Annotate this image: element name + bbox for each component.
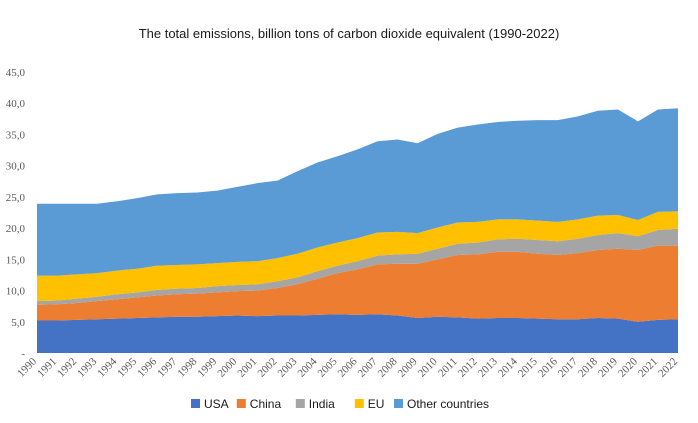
x-tick-label: 2014 — [496, 355, 520, 379]
x-tick-label: 1995 — [115, 355, 139, 379]
x-tick-label: 1992 — [55, 356, 79, 380]
x-tick-label: 2006 — [336, 355, 360, 379]
x-tick-label: 2019 — [596, 355, 620, 379]
y-axis: - 5,0 10,0 15,0 20,0 25,0 30,0 35,0 40,0 45,0 — [6, 67, 26, 360]
y-tick-label: 35,0 — [6, 129, 26, 141]
area-series-group — [37, 108, 678, 353]
area-china — [37, 245, 678, 322]
y-tick-label: 10,0 — [6, 286, 26, 298]
x-tick-label: 1994 — [95, 355, 119, 379]
x-tick-label: 2012 — [456, 356, 480, 380]
legend-label: USA — [204, 397, 229, 411]
area-eu — [37, 211, 678, 302]
x-tick-label: 2017 — [556, 355, 580, 379]
x-tick-label: 2020 — [616, 355, 640, 379]
x-tick-label: 2013 — [476, 355, 500, 379]
x-tick-label: 2022 — [656, 356, 680, 380]
legend-swatch — [236, 399, 246, 408]
legend: USA China India EU Other countries — [191, 397, 489, 411]
y-tick-label: 20,0 — [6, 223, 26, 235]
area-india — [37, 228, 678, 305]
x-tick-label: 2005 — [316, 355, 340, 379]
x-tick-label: 1998 — [175, 355, 199, 379]
x-tick-label: 1997 — [155, 355, 179, 379]
x-tick-label: 2001 — [235, 356, 259, 380]
x-tick-label: 2002 — [255, 356, 279, 380]
x-tick-label: 1990 — [15, 355, 39, 379]
x-tick-label: 2009 — [396, 355, 420, 379]
x-tick-label: 2021 — [636, 356, 660, 380]
x-tick-label: 1996 — [135, 355, 159, 379]
y-tick-label: 15,0 — [6, 254, 26, 266]
legend-label: Other countries — [407, 397, 489, 411]
x-tick-label: 2011 — [436, 356, 460, 380]
x-axis: 1990199119921993199419951996199719981999… — [15, 355, 680, 379]
x-tick-label: 2016 — [536, 355, 560, 379]
x-tick-label: 2018 — [576, 355, 600, 379]
x-tick-label: 2000 — [215, 355, 239, 379]
legend-swatch — [191, 399, 200, 408]
chart-title: The total emissions, billion tons of car… — [139, 26, 560, 41]
x-tick-label: 1991 — [35, 356, 59, 380]
y-tick-label: - — [21, 348, 25, 360]
legend-swatch — [354, 399, 364, 408]
area-other-countries — [37, 108, 678, 276]
y-tick-label: 40,0 — [6, 98, 26, 110]
legend-swatch — [394, 399, 403, 408]
x-tick-label: 2007 — [356, 355, 380, 379]
x-tick-label: 2004 — [296, 355, 320, 379]
legend-label: India — [309, 397, 335, 411]
y-tick-label: 45,0 — [6, 67, 26, 79]
x-tick-label: 2003 — [275, 355, 299, 379]
y-tick-label: 25,0 — [6, 192, 26, 204]
area-usa — [37, 314, 678, 353]
x-tick-label: 2008 — [376, 355, 400, 379]
x-tick-label: 1999 — [195, 355, 219, 379]
y-tick-label: 30,0 — [6, 161, 26, 173]
y-tick-label: 5,0 — [11, 317, 25, 329]
legend-label: China — [250, 397, 282, 411]
x-tick-label: 2015 — [516, 355, 540, 379]
x-tick-label: 1993 — [75, 355, 99, 379]
legend-label: EU — [368, 397, 385, 411]
legend-swatch — [295, 399, 305, 408]
x-tick-label: 2010 — [416, 355, 440, 379]
